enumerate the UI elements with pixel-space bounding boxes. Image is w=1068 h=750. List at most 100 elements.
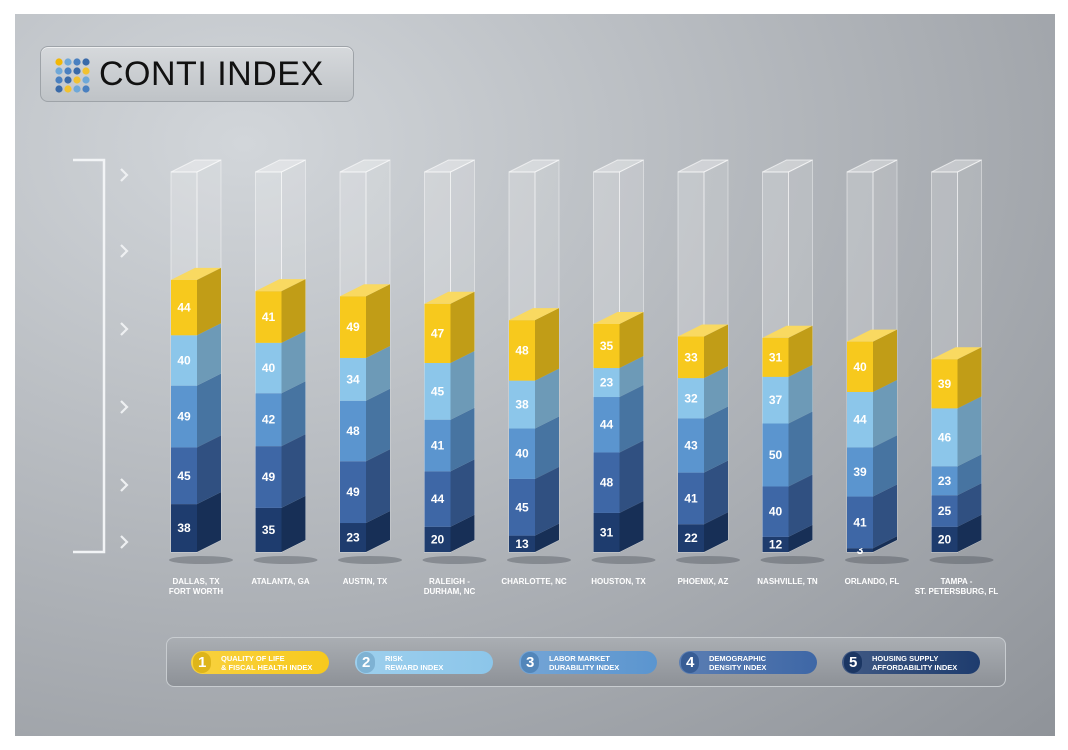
bar-top-cap bbox=[171, 267, 221, 280]
segment-demographic bbox=[762, 486, 789, 537]
segment-side-quality bbox=[788, 325, 813, 377]
bar-10: 20 25 23 46 39 bbox=[929, 159, 994, 564]
logo-dot bbox=[73, 58, 81, 66]
value-label: 48 bbox=[346, 424, 360, 438]
segment-side-risk bbox=[366, 345, 390, 401]
segment-demographic bbox=[847, 496, 873, 549]
value-label: 39 bbox=[853, 465, 867, 479]
value-label: 40 bbox=[515, 447, 529, 461]
segment-labor bbox=[255, 393, 282, 447]
value-label: 50 bbox=[769, 448, 783, 462]
segment-side-labor bbox=[957, 454, 982, 496]
segment-side-housing bbox=[619, 500, 644, 552]
bar-top-cap bbox=[762, 325, 813, 338]
logo-dot bbox=[73, 85, 81, 93]
value-label: 41 bbox=[853, 515, 867, 529]
value-label: 41 bbox=[431, 439, 445, 453]
segment-side-housing bbox=[704, 512, 728, 552]
value-label: 25 bbox=[938, 504, 952, 518]
segment-housing bbox=[424, 526, 451, 552]
segment-risk bbox=[762, 376, 789, 424]
segment-side-risk bbox=[704, 366, 728, 419]
segment-demographic bbox=[931, 495, 958, 527]
segment-side-quality bbox=[535, 308, 559, 381]
segment-demographic bbox=[424, 471, 451, 527]
value-label: 48 bbox=[600, 476, 614, 490]
segment-quality bbox=[762, 337, 789, 377]
value-label: 32 bbox=[684, 391, 698, 405]
segment-labor bbox=[340, 400, 366, 462]
segment-side-demographic bbox=[450, 459, 475, 527]
value-label: 45 bbox=[515, 500, 529, 514]
legend-number: 1 bbox=[193, 652, 212, 673]
segment-side-labor bbox=[788, 411, 813, 487]
value-label: 49 bbox=[346, 320, 360, 334]
bar-4: 20 44 41 45 47 bbox=[422, 159, 487, 564]
value-label: 37 bbox=[769, 393, 783, 407]
logo-dot bbox=[64, 67, 72, 75]
value-label: 49 bbox=[177, 410, 191, 424]
value-label: 39 bbox=[938, 377, 952, 391]
segment-side-labor bbox=[704, 406, 728, 473]
legend-number: 3 bbox=[521, 652, 540, 673]
bar-shadow bbox=[253, 556, 318, 564]
value-label: 12 bbox=[769, 537, 783, 551]
glass-tube-top bbox=[762, 159, 813, 173]
bar-shadow bbox=[676, 556, 740, 564]
value-label: 40 bbox=[177, 353, 191, 367]
segment-side-demographic bbox=[535, 466, 559, 536]
value-label: 45 bbox=[431, 384, 445, 398]
bar-shadow bbox=[169, 556, 233, 564]
segment-risk bbox=[847, 391, 873, 448]
value-label: 41 bbox=[684, 491, 698, 505]
legend-item-housing: 5 HOUSING SUPPLY AFFORDABILITY INDEX bbox=[842, 651, 980, 674]
segment-side-demographic bbox=[957, 483, 982, 527]
bar-top-cap bbox=[424, 291, 475, 304]
segment-side-demographic bbox=[197, 435, 221, 505]
segment-housing bbox=[762, 536, 789, 552]
bar-1: 38 45 49 40 44 bbox=[169, 159, 233, 564]
value-label: 31 bbox=[769, 350, 783, 364]
value-label: 42 bbox=[262, 413, 276, 427]
value-label: 3 bbox=[857, 543, 864, 557]
logo-dot bbox=[73, 76, 81, 84]
logo-dot bbox=[55, 58, 63, 66]
category-label: AUSTIN, TX bbox=[342, 577, 388, 586]
segment-side-risk bbox=[535, 368, 559, 429]
glass-tube-top bbox=[508, 159, 560, 173]
segment-side-quality bbox=[873, 329, 897, 392]
segment-quality bbox=[678, 336, 704, 379]
glass-tube-top bbox=[846, 159, 898, 173]
segment-risk bbox=[509, 380, 535, 429]
logo-dot bbox=[64, 58, 72, 66]
segment-side-housing bbox=[873, 536, 897, 552]
dots-grid-icon bbox=[55, 58, 90, 93]
segment-side-demographic bbox=[788, 474, 813, 537]
segment-risk bbox=[678, 378, 704, 419]
logo-dot bbox=[55, 67, 63, 75]
legend-number: 2 bbox=[357, 652, 376, 673]
logo-dot bbox=[82, 67, 90, 75]
value-label: 35 bbox=[262, 523, 276, 537]
legend-number: 5 bbox=[844, 652, 863, 673]
legend-label: QUALITY OF LIFE & FISCAL HEALTH INDEX bbox=[221, 654, 313, 672]
segment-labor bbox=[678, 418, 704, 473]
bar-top-cap bbox=[509, 308, 559, 321]
segment-side-housing bbox=[281, 495, 306, 552]
segment-demographic bbox=[678, 472, 704, 525]
segment-housing bbox=[255, 507, 282, 552]
segment-side-demographic bbox=[366, 449, 390, 524]
segment-labor bbox=[762, 423, 789, 487]
segment-demographic bbox=[340, 461, 366, 524]
segment-side-risk bbox=[957, 396, 982, 467]
segment-side-housing bbox=[197, 492, 221, 552]
glass-tube-top bbox=[677, 159, 729, 173]
bar-shadow bbox=[845, 556, 909, 564]
value-label: 40 bbox=[262, 361, 276, 375]
chevron-right-icon bbox=[120, 535, 129, 549]
segment-risk bbox=[340, 357, 366, 401]
segment-housing bbox=[593, 512, 620, 552]
segment-risk bbox=[171, 335, 197, 386]
segment-demographic bbox=[255, 446, 282, 508]
chevron-right-icon bbox=[120, 322, 129, 336]
